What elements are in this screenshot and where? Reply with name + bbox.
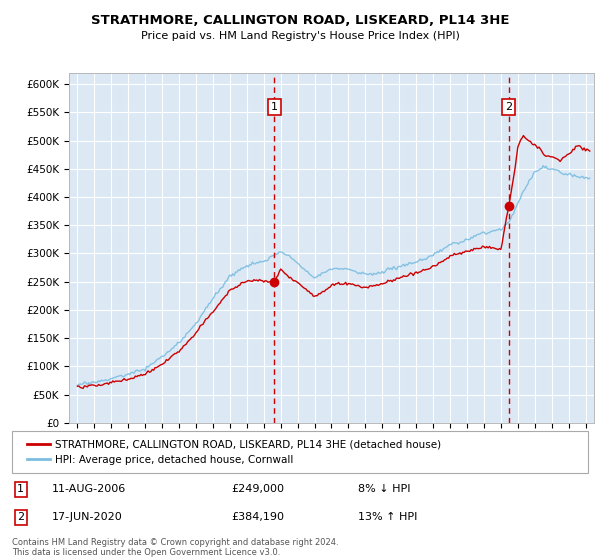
Text: 17-JUN-2020: 17-JUN-2020: [52, 512, 123, 522]
Text: 11-AUG-2006: 11-AUG-2006: [52, 484, 127, 494]
Text: 8% ↓ HPI: 8% ↓ HPI: [358, 484, 410, 494]
Text: 1: 1: [17, 484, 24, 494]
Text: Price paid vs. HM Land Registry's House Price Index (HPI): Price paid vs. HM Land Registry's House …: [140, 31, 460, 41]
Text: £249,000: £249,000: [231, 484, 284, 494]
Text: £384,190: £384,190: [231, 512, 284, 522]
Text: 2: 2: [505, 102, 512, 111]
Text: 2: 2: [17, 512, 24, 522]
Text: 13% ↑ HPI: 13% ↑ HPI: [358, 512, 417, 522]
Legend: STRATHMORE, CALLINGTON ROAD, LISKEARD, PL14 3HE (detached house), HPI: Average p: STRATHMORE, CALLINGTON ROAD, LISKEARD, P…: [23, 436, 446, 469]
Text: STRATHMORE, CALLINGTON ROAD, LISKEARD, PL14 3HE: STRATHMORE, CALLINGTON ROAD, LISKEARD, P…: [91, 14, 509, 27]
Text: Contains HM Land Registry data © Crown copyright and database right 2024.
This d: Contains HM Land Registry data © Crown c…: [12, 538, 338, 557]
Text: 1: 1: [271, 102, 278, 111]
